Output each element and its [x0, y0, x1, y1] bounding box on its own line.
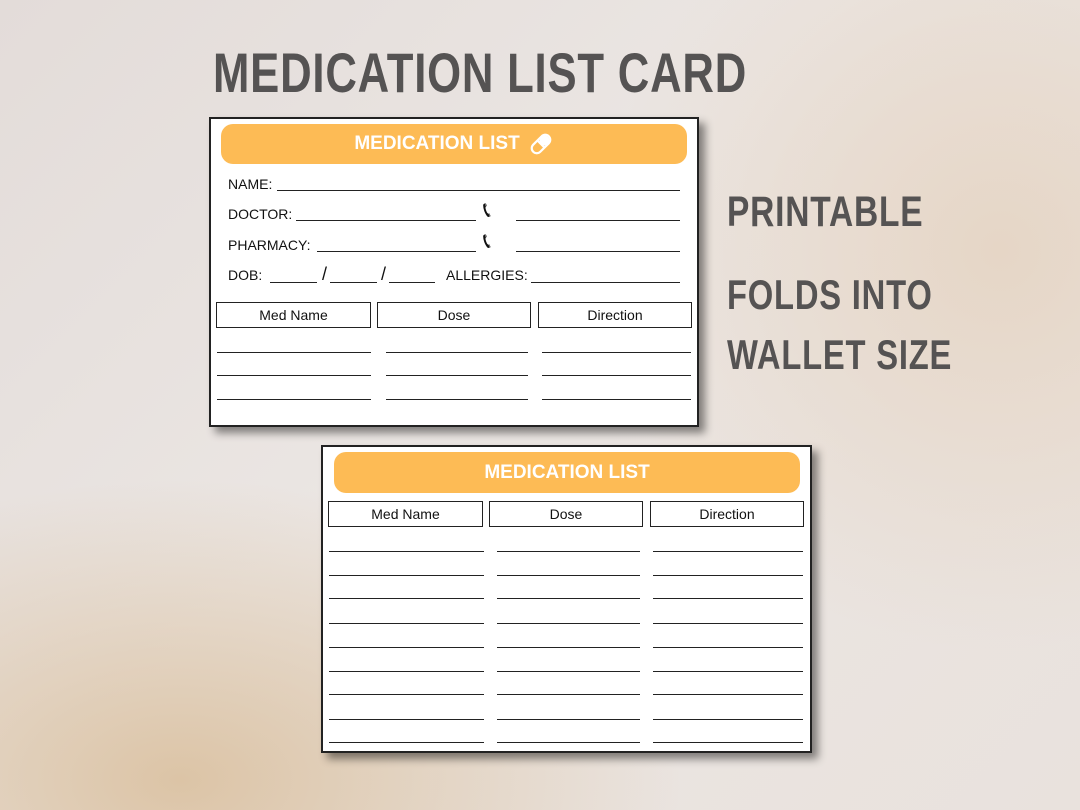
doctor-label: DOCTOR:	[228, 206, 293, 222]
entry-line[interactable]	[386, 399, 528, 400]
entry-line[interactable]	[329, 694, 484, 695]
entry-line[interactable]	[542, 375, 691, 376]
dob-separator: /	[322, 264, 328, 284]
entry-line[interactable]	[653, 647, 803, 648]
entry-line[interactable]	[217, 352, 371, 353]
entry-line[interactable]	[653, 575, 803, 576]
entry-line[interactable]	[217, 375, 371, 376]
dob-separator: /	[381, 264, 387, 284]
column-header-med-name: Med Name	[328, 501, 483, 527]
entry-line[interactable]	[653, 742, 803, 743]
entry-line[interactable]	[497, 719, 640, 720]
pharmacy-label: PHARMACY:	[228, 237, 311, 253]
entry-line[interactable]	[329, 575, 484, 576]
dob-line[interactable]	[389, 282, 435, 283]
entry-line[interactable]	[653, 598, 803, 599]
entry-line[interactable]	[653, 671, 803, 672]
entry-line[interactable]	[329, 742, 484, 743]
entry-line[interactable]	[653, 694, 803, 695]
entry-line[interactable]	[497, 671, 640, 672]
card-front-header: MEDICATION LIST	[221, 124, 687, 164]
dob-label: DOB:	[228, 267, 263, 283]
entry-line[interactable]	[497, 551, 640, 552]
entry-line[interactable]	[497, 575, 640, 576]
column-header-direction: Direction	[538, 302, 692, 328]
allergies-label: ALLERGIES:	[446, 267, 528, 283]
entry-line[interactable]	[217, 399, 371, 400]
phone-icon: 📞︎	[483, 197, 491, 222]
entry-line[interactable]	[329, 623, 484, 624]
entry-line[interactable]	[497, 623, 640, 624]
entry-line[interactable]	[497, 742, 640, 743]
entry-line[interactable]	[386, 375, 528, 376]
entry-line[interactable]	[329, 647, 484, 648]
entry-line[interactable]	[329, 551, 484, 552]
pharmacy-line[interactable]	[317, 251, 476, 252]
entry-line[interactable]	[497, 598, 640, 599]
entry-line[interactable]	[329, 598, 484, 599]
entry-line[interactable]	[497, 647, 640, 648]
phone-icon: 📞︎	[483, 228, 491, 253]
entry-line[interactable]	[653, 623, 803, 624]
feature-folds: FOLDS INTO	[727, 271, 933, 318]
card-front-title: MEDICATION LIST	[354, 133, 520, 154]
column-header-dose: Dose	[377, 302, 531, 328]
allergies-line[interactable]	[531, 282, 680, 283]
dob-line[interactable]	[330, 282, 377, 283]
card-back-header: MEDICATION LIST	[334, 452, 800, 493]
column-header-direction: Direction	[650, 501, 804, 527]
doctor-phone-line[interactable]	[516, 220, 680, 221]
name-line[interactable]	[277, 190, 680, 191]
column-header-med-name: Med Name	[216, 302, 371, 328]
entry-line[interactable]	[386, 352, 528, 353]
entry-line[interactable]	[497, 694, 640, 695]
dob-line[interactable]	[270, 282, 317, 283]
entry-line[interactable]	[329, 671, 484, 672]
entry-line[interactable]	[329, 719, 484, 720]
pill-icon	[530, 133, 552, 155]
feature-wallet: WALLET SIZE	[727, 331, 953, 378]
page-title: MEDICATION LIST CARD	[213, 41, 748, 104]
card-front: MEDICATION LIST NAME: DOCTOR: 📞︎ PHARMAC…	[209, 117, 699, 427]
card-back: MEDICATION LIST Med Name Dose Direction	[321, 445, 812, 753]
entry-line[interactable]	[542, 352, 691, 353]
entry-line[interactable]	[653, 719, 803, 720]
column-header-dose: Dose	[489, 501, 643, 527]
doctor-line[interactable]	[296, 220, 476, 221]
pharmacy-phone-line[interactable]	[516, 251, 680, 252]
feature-printable: PRINTABLE	[727, 188, 924, 236]
name-label: NAME:	[228, 176, 273, 192]
entry-line[interactable]	[542, 399, 691, 400]
entry-line[interactable]	[653, 551, 803, 552]
card-back-title: MEDICATION LIST	[484, 461, 650, 483]
